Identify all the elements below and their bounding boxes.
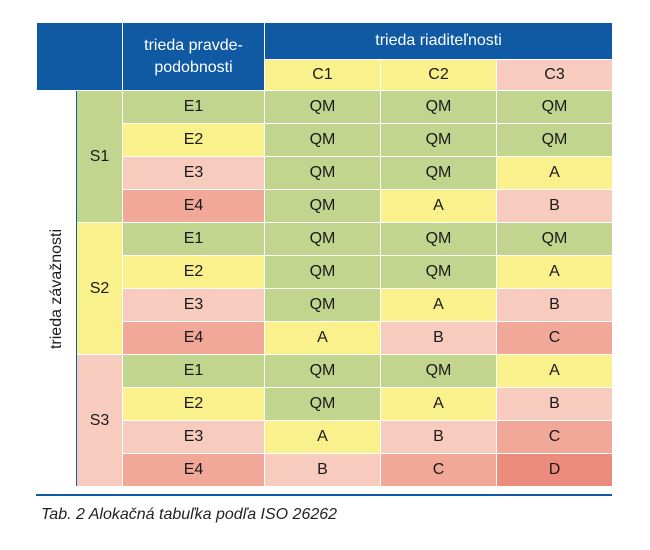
table-caption: Tab. 2 Alokačná tabuľka podľa ISO 26262 bbox=[41, 506, 338, 523]
asil-value-cell: QM bbox=[380, 222, 497, 256]
asil-value-cell: QM bbox=[380, 90, 497, 124]
table-row: E3 QM QM A bbox=[37, 156, 614, 190]
table-row: E2 QM A B bbox=[37, 387, 614, 421]
table-row: E2 QM QM QM bbox=[37, 123, 614, 157]
table-row: E2 QM QM A bbox=[37, 255, 614, 289]
controllability-level-c3: C3 bbox=[495, 59, 614, 91]
asil-value-cell: QM bbox=[495, 222, 614, 256]
table-row: E4 A B C bbox=[37, 321, 614, 355]
asil-value-cell: A bbox=[495, 354, 614, 388]
asil-value-cell: QM bbox=[264, 387, 381, 421]
asil-value-cell: QM bbox=[264, 222, 381, 256]
table-row: E3 A B C bbox=[37, 420, 614, 454]
exposure-class-cell: E4 bbox=[122, 321, 265, 355]
table-row: E4 QM A B bbox=[37, 189, 614, 223]
asil-value-cell: B bbox=[495, 288, 614, 322]
asil-value-cell: QM bbox=[495, 123, 614, 157]
table-row: E3 QM A B bbox=[37, 288, 614, 322]
exposure-class-cell: E3 bbox=[122, 156, 265, 190]
asil-value-cell: QM bbox=[380, 123, 497, 157]
table-bottom-rule bbox=[36, 494, 612, 496]
asil-value-cell: QM bbox=[380, 354, 497, 388]
exposure-class-cell: E1 bbox=[122, 354, 265, 388]
table-body: trieda závažnosti S1 E1 QM QM QM E2 QM QM QM E3 QM Q… bbox=[36, 90, 614, 487]
asil-value-cell: QM bbox=[264, 354, 381, 388]
asil-value-cell: QM bbox=[380, 156, 497, 190]
exposure-class-cell: E4 bbox=[122, 453, 265, 487]
asil-value-cell: B bbox=[495, 189, 614, 223]
asil-value-cell: C bbox=[380, 453, 497, 487]
asil-value-cell: QM bbox=[380, 255, 497, 289]
severity-axis: trieda závažnosti bbox=[36, 90, 77, 487]
exposure-class-cell: E3 bbox=[122, 420, 265, 454]
asil-value-cell: B bbox=[380, 321, 497, 355]
table-row: E4 B C D bbox=[37, 453, 614, 487]
asil-value-cell: QM bbox=[264, 288, 381, 322]
asil-value-cell: B bbox=[380, 420, 497, 454]
asil-value-cell: A bbox=[380, 189, 497, 223]
exposure-class-cell: E1 bbox=[122, 90, 265, 124]
severity-class-s3: S3 bbox=[76, 354, 123, 487]
asil-value-cell: QM bbox=[264, 156, 381, 190]
table-row: trieda závažnosti S1 E1 QM QM QM bbox=[36, 90, 614, 487]
table-row: S2 E1 QM QM QM bbox=[37, 222, 614, 355]
asil-value-cell: C bbox=[495, 420, 614, 454]
asil-value-cell: A bbox=[380, 387, 497, 421]
asil-value-cell: A bbox=[264, 420, 381, 454]
controllability-level-c2: C2 bbox=[380, 59, 497, 91]
asil-value-cell: B bbox=[495, 387, 614, 421]
controllability-levels-row: C1 C2 C3 bbox=[37, 59, 614, 91]
header-corner bbox=[36, 22, 123, 91]
asil-value-cell: C bbox=[495, 321, 614, 355]
probability-class-line2: podobnosti bbox=[154, 58, 233, 76]
asil-value-cell: A bbox=[380, 288, 497, 322]
asil-value-cell: QM bbox=[264, 123, 381, 157]
exposure-class-cell: E2 bbox=[122, 255, 265, 289]
probability-class-line1: trieda pravde- bbox=[144, 36, 243, 54]
asil-allocation-table: trieda pravde- podobnosti trieda riadite… bbox=[36, 22, 614, 487]
asil-value-cell: A bbox=[495, 156, 614, 190]
asil-value-cell: B bbox=[264, 453, 381, 487]
exposure-class-cell: E4 bbox=[122, 189, 265, 223]
severity-axis-label: trieda závažnosti bbox=[47, 228, 65, 349]
controllability-class-header: trieda riaditeľnosti bbox=[263, 22, 614, 60]
asil-value-cell: QM bbox=[264, 90, 381, 124]
exposure-class-cell: E3 bbox=[122, 288, 265, 322]
asil-value-cell: QM bbox=[264, 189, 381, 223]
exposure-class-cell: E2 bbox=[122, 123, 265, 157]
severity-class-s2: S2 bbox=[76, 222, 123, 355]
severity-class-s1: S1 bbox=[76, 90, 123, 223]
table-row: S3 E1 QM QM A bbox=[37, 354, 614, 487]
probability-class-header: trieda pravde- podobnosti bbox=[122, 22, 265, 91]
exposure-class-cell: E1 bbox=[122, 222, 265, 256]
asil-value-cell: QM bbox=[264, 255, 381, 289]
controllability-level-c1: C1 bbox=[264, 59, 381, 91]
exposure-class-cell: E2 bbox=[122, 387, 265, 421]
asil-value-cell: A bbox=[495, 255, 614, 289]
asil-value-cell: QM bbox=[495, 90, 614, 124]
asil-value-cell: A bbox=[264, 321, 381, 355]
asil-value-cell: D bbox=[495, 453, 614, 487]
